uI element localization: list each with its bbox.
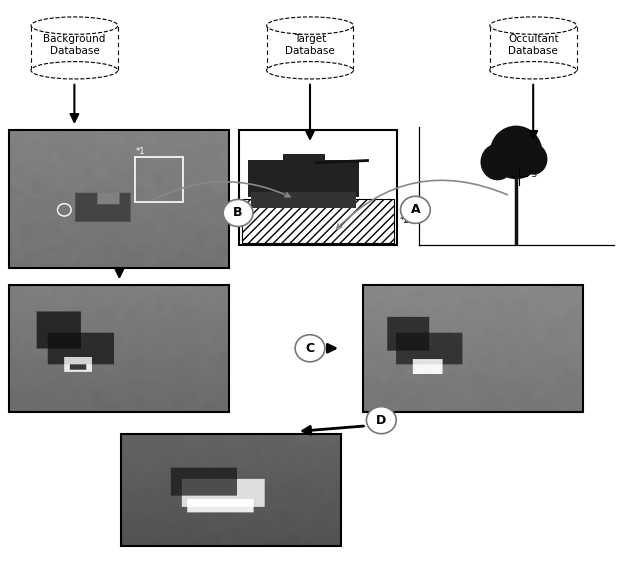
Circle shape — [401, 196, 430, 223]
Text: *3: *3 — [528, 170, 538, 179]
Bar — [31, 25, 118, 70]
Bar — [135, 157, 183, 201]
Ellipse shape — [267, 17, 353, 34]
Ellipse shape — [31, 17, 118, 34]
Bar — [363, 285, 583, 412]
Text: Target
Database: Target Database — [285, 34, 335, 56]
Text: Occultant
Database: Occultant Database — [508, 34, 559, 56]
Bar — [267, 25, 353, 70]
Text: Background
Database: Background Database — [43, 34, 105, 56]
Ellipse shape — [267, 61, 353, 79]
Text: A: A — [410, 203, 420, 217]
Circle shape — [223, 200, 253, 227]
Circle shape — [366, 407, 396, 434]
Ellipse shape — [480, 144, 515, 180]
Bar — [9, 130, 229, 268]
Bar — [242, 199, 394, 243]
FancyArrowPatch shape — [152, 182, 290, 200]
Bar — [248, 160, 358, 197]
FancyArrowPatch shape — [337, 180, 507, 229]
Circle shape — [295, 335, 325, 362]
Ellipse shape — [490, 126, 542, 179]
Bar — [283, 154, 326, 173]
Bar — [121, 434, 341, 546]
Text: *2: *2 — [399, 216, 409, 225]
Ellipse shape — [490, 61, 577, 79]
Bar — [239, 130, 397, 245]
Text: C: C — [306, 342, 314, 355]
Ellipse shape — [520, 144, 547, 175]
Bar — [9, 285, 229, 412]
Text: D: D — [376, 413, 386, 427]
Bar — [490, 25, 577, 70]
Text: B: B — [233, 206, 243, 219]
Ellipse shape — [31, 61, 118, 79]
Ellipse shape — [490, 17, 577, 34]
Text: *1: *1 — [135, 147, 145, 156]
Bar — [251, 192, 356, 208]
